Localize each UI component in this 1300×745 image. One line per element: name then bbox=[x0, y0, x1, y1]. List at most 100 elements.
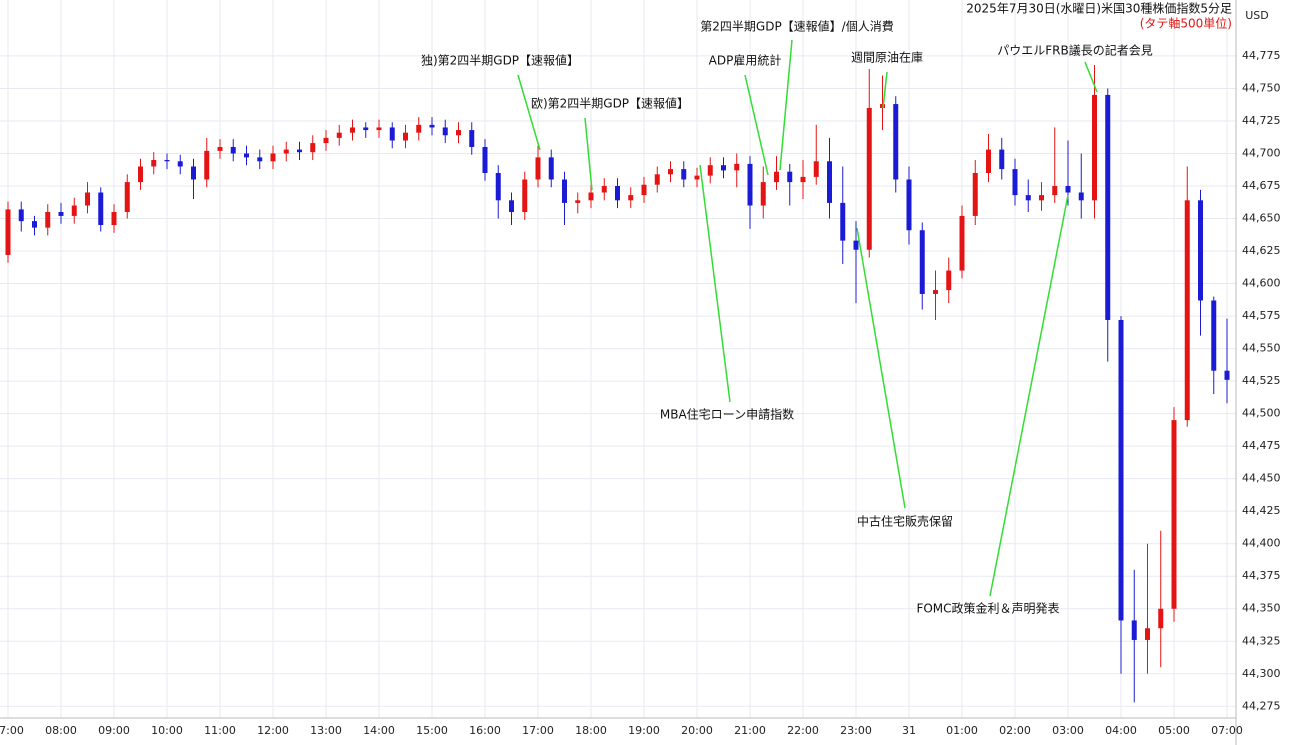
candle-body bbox=[283, 149, 289, 154]
annotation: 独)第2四半期GDP【速報値】 bbox=[421, 53, 579, 68]
grid bbox=[0, 0, 1236, 718]
currency-label: USD bbox=[1245, 9, 1269, 22]
candle-body bbox=[350, 127, 355, 133]
y-tick-label: 44,750 bbox=[1242, 81, 1281, 94]
candle-body bbox=[694, 175, 700, 180]
annotation: FOMC政策金利＆声明発表 bbox=[916, 601, 1059, 616]
candle-body bbox=[336, 132, 342, 138]
y-tick-label: 44,450 bbox=[1242, 472, 1281, 485]
candle-body bbox=[164, 159, 170, 162]
annotation-line bbox=[517, 74, 541, 151]
candle-body bbox=[840, 202, 846, 241]
x-tick-label: 07:00 bbox=[1211, 724, 1243, 737]
x-tick-label: 21:00 bbox=[734, 724, 766, 737]
x-tick-label: 05:00 bbox=[1158, 724, 1190, 737]
candle-body bbox=[1025, 195, 1031, 201]
candle-body bbox=[442, 127, 448, 136]
candle-body bbox=[787, 171, 793, 183]
candle-body bbox=[628, 195, 634, 201]
candle-body bbox=[1211, 300, 1217, 371]
annotation: ADP雇用統計 bbox=[709, 53, 782, 68]
x-tick-label: 15:00 bbox=[416, 724, 448, 737]
candle-body bbox=[972, 172, 978, 216]
candle-body bbox=[641, 184, 647, 196]
candle-body bbox=[827, 161, 832, 203]
candle-body bbox=[707, 165, 713, 176]
y-tick-label: 44,575 bbox=[1242, 309, 1281, 322]
candle-body bbox=[1184, 200, 1190, 421]
candle-body bbox=[588, 192, 594, 201]
candle-body bbox=[1105, 94, 1111, 320]
candle-body bbox=[469, 130, 475, 147]
candle-body bbox=[1224, 370, 1230, 380]
x-tick-label: 08:00 bbox=[45, 724, 77, 737]
candle-body bbox=[1118, 319, 1124, 621]
candle-body bbox=[297, 149, 302, 153]
candle-body bbox=[429, 124, 435, 128]
x-tick-label: 10:00 bbox=[151, 724, 183, 737]
candles bbox=[5, 65, 1230, 703]
annotation: MBA住宅ローン申請指数 bbox=[660, 407, 794, 422]
candle-body bbox=[800, 176, 806, 183]
y-tick-label: 44,300 bbox=[1242, 667, 1281, 680]
x-tick-label: 16:00 bbox=[469, 724, 501, 737]
candle-body bbox=[893, 104, 899, 180]
y-tick-label: 44,550 bbox=[1242, 342, 1281, 355]
y-tick-label: 44,700 bbox=[1242, 146, 1281, 159]
chart-subtitle: (タテ軸500単位) bbox=[1140, 16, 1232, 31]
candle-body bbox=[562, 179, 567, 203]
annotation-line bbox=[699, 164, 731, 403]
candle-body bbox=[204, 150, 210, 180]
x-tick-label: 03:00 bbox=[1052, 724, 1084, 737]
candle-body bbox=[323, 137, 329, 144]
annotation-line bbox=[584, 117, 593, 191]
annotation: 週間原油在庫 bbox=[851, 51, 923, 65]
y-tick-label: 44,425 bbox=[1242, 504, 1281, 517]
candle-body bbox=[1171, 420, 1177, 609]
candle-body bbox=[959, 215, 965, 271]
candle-body bbox=[522, 179, 528, 213]
x-tick-label: 13:00 bbox=[310, 724, 342, 737]
x-tick-label: 09:00 bbox=[98, 724, 130, 737]
candle-body bbox=[866, 107, 872, 250]
candle-body bbox=[1065, 186, 1071, 193]
x-tick-label: 31 bbox=[902, 724, 916, 737]
candle-body bbox=[1052, 186, 1058, 196]
annotation-line bbox=[744, 74, 769, 176]
candle-body bbox=[403, 132, 408, 141]
y-tick-label: 44,325 bbox=[1242, 634, 1281, 647]
annotation-line bbox=[1084, 61, 1098, 93]
y-tick-label: 44,400 bbox=[1242, 537, 1281, 550]
candle-body bbox=[734, 163, 740, 171]
candle-body bbox=[124, 182, 130, 213]
x-tick-label: 20:00 bbox=[681, 724, 713, 737]
candle-body bbox=[933, 290, 938, 294]
candle-body bbox=[535, 157, 541, 180]
candle-body bbox=[98, 192, 104, 226]
candle-body bbox=[1092, 94, 1097, 201]
candle-body bbox=[999, 149, 1005, 170]
annotation-line bbox=[882, 71, 888, 109]
x-tick-label: 23:00 bbox=[840, 724, 872, 737]
candle-body bbox=[548, 157, 554, 180]
candle-body bbox=[668, 169, 673, 175]
candle-body bbox=[1145, 628, 1150, 640]
y-tick-label: 44,625 bbox=[1242, 244, 1281, 257]
annotation-line bbox=[856, 227, 906, 509]
candle-body bbox=[138, 166, 143, 183]
candle-body bbox=[230, 146, 236, 154]
y-tick-label: 44,475 bbox=[1242, 439, 1281, 452]
candle-body bbox=[111, 212, 117, 226]
candle-body bbox=[1039, 195, 1044, 201]
candle-body bbox=[85, 192, 90, 206]
candle-body bbox=[244, 153, 249, 158]
x-tick-label: 11:00 bbox=[204, 724, 236, 737]
candle-body bbox=[919, 230, 925, 294]
y-tick-label: 44,675 bbox=[1242, 179, 1281, 192]
candle-body bbox=[151, 159, 157, 167]
candle-body bbox=[32, 221, 37, 228]
annotation-line bbox=[779, 39, 793, 171]
candle-body bbox=[376, 127, 382, 131]
candle-body bbox=[721, 165, 726, 171]
